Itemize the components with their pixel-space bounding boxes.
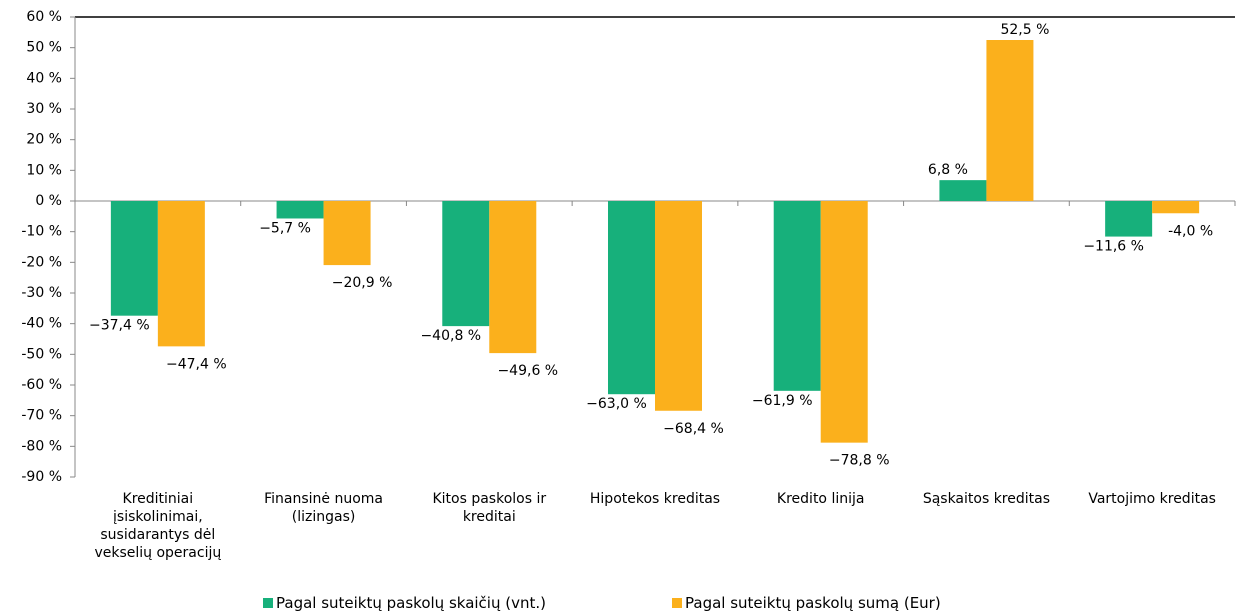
- data-label: −49,6 %: [497, 363, 558, 379]
- data-label: −37,4 %: [89, 318, 150, 334]
- y-tick-label: -30 %: [21, 285, 62, 301]
- bar: [1152, 201, 1200, 214]
- x-tick-label: Hipotekos kreditas: [589, 491, 721, 507]
- y-tick-label: -90 %: [21, 469, 62, 485]
- x-tick-label: Kitos paskolos ir kreditai: [432, 491, 547, 525]
- y-tick-label: -40 %: [21, 316, 62, 332]
- y-tick-label: 30 %: [26, 101, 62, 117]
- bar: [110, 201, 158, 316]
- y-tick-label: -70 %: [21, 408, 62, 424]
- x-tick-label: Kredito linija: [776, 491, 865, 507]
- data-label: −47,4 %: [166, 356, 227, 372]
- x-tick-label: Vartojimo kreditas: [1088, 491, 1216, 507]
- data-label: -4,0 %: [1168, 223, 1213, 239]
- x-tick-label: Sąskaitos kreditas: [922, 491, 1051, 507]
- bar: [655, 201, 702, 411]
- y-tick-label: -50 %: [21, 346, 62, 362]
- bar: [323, 201, 371, 266]
- bar: [157, 201, 205, 347]
- legend-label: Pagal suteiktų paskolų skaičių (vnt.): [276, 594, 546, 612]
- y-tick-label: 0 %: [35, 193, 62, 209]
- bar: [276, 201, 324, 219]
- y-tick-label: -80 %: [21, 438, 62, 454]
- data-label: −68,4 %: [663, 421, 724, 437]
- y-tick-label: -20 %: [21, 254, 62, 270]
- data-label: −40,8 %: [420, 328, 481, 344]
- data-label: −61,9 %: [752, 393, 813, 409]
- y-tick-label: 60 %: [26, 9, 62, 25]
- data-label: −11,6 %: [1083, 239, 1144, 255]
- legend-item: Pagal suteiktų paskolų sumą (Eur): [672, 594, 941, 612]
- data-label: −63,0 %: [586, 396, 647, 412]
- bar: [820, 201, 868, 443]
- y-tick-label: 50 %: [26, 40, 62, 56]
- data-label: −78,8 %: [829, 453, 890, 469]
- bar: [1105, 201, 1153, 237]
- y-tick-label: -60 %: [21, 377, 62, 393]
- bar: [939, 180, 987, 201]
- data-label: 52,5 %: [1000, 22, 1049, 38]
- bar: [442, 201, 490, 327]
- legend-item: Pagal suteiktų paskolų skaičių (vnt.): [263, 594, 546, 612]
- bar: [489, 201, 537, 354]
- bar: [773, 201, 821, 391]
- bar: [986, 40, 1034, 201]
- data-label: −20,9 %: [332, 275, 393, 291]
- y-tick-label: -10 %: [21, 224, 62, 240]
- x-tick-label: Kreditiniai įsiskolinimai, susidarantys …: [94, 491, 222, 561]
- data-label: −5,7 %: [259, 220, 311, 236]
- legend-label: Pagal suteiktų paskolų sumą (Eur): [685, 594, 941, 612]
- legend-swatch: [263, 598, 273, 608]
- bar: [608, 201, 655, 395]
- x-tick-label: Finansinė nuoma (lizingas): [264, 491, 384, 525]
- y-tick-label: 40 %: [26, 70, 62, 86]
- y-tick-label: 10 %: [26, 162, 62, 178]
- y-tick-label: 20 %: [26, 132, 62, 148]
- data-label: 6,8 %: [928, 162, 968, 178]
- legend-swatch: [672, 598, 682, 608]
